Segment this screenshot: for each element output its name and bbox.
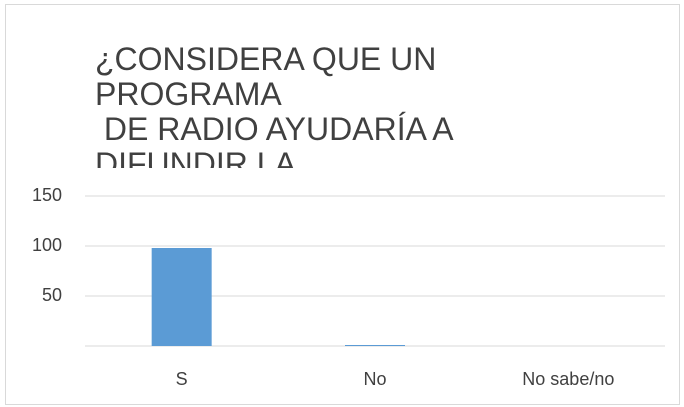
bar xyxy=(151,248,212,346)
x-tick-label: No xyxy=(363,369,386,389)
chart-title: ¿CONSIDERA QUE UN xyxy=(95,41,436,77)
x-tick-label: S xyxy=(176,369,188,389)
chart-title: PROGRAMA xyxy=(95,76,282,112)
chart-title: DE RADIO AYUDARÍA A xyxy=(95,111,454,147)
y-tick-label: 50 xyxy=(42,285,62,305)
y-tick-label: 100 xyxy=(32,235,62,255)
chart-title: DIFUNDIR LA xyxy=(95,146,297,182)
y-tick-label: 150 xyxy=(32,185,62,205)
chart-border xyxy=(5,4,680,405)
bar xyxy=(345,345,405,346)
x-tick-label: No sabe/no xyxy=(522,369,614,389)
